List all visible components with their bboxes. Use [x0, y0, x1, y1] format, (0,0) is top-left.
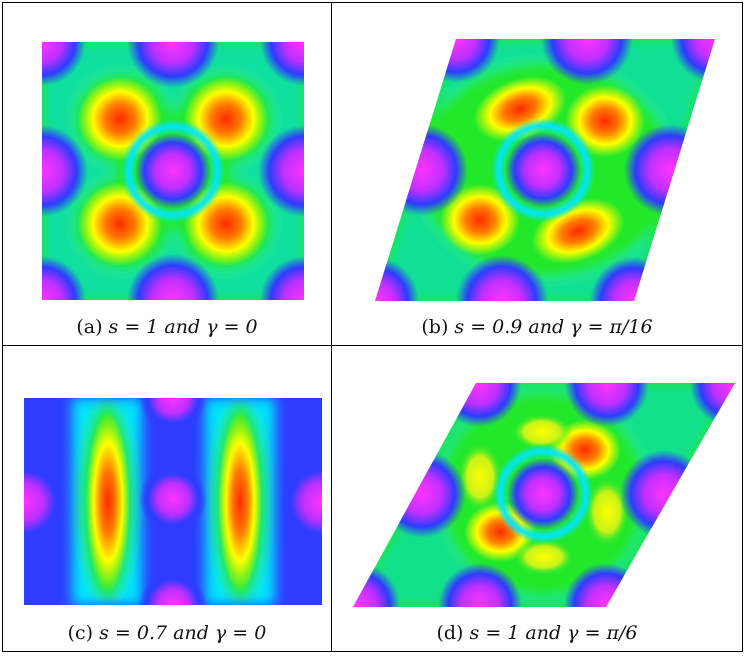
- heatmap-b: [375, 39, 715, 301]
- caption-a: (a) s = 1 and γ = 0: [2, 316, 332, 338]
- caption-c: (c) s = 0.7 and γ = 0: [2, 622, 332, 644]
- heatmap-a: [42, 42, 304, 300]
- caption-d-text: s = 1 and γ = π/6: [469, 622, 638, 644]
- caption-b: (b) s = 0.9 and γ = π/16: [331, 316, 743, 338]
- caption-c-text: s = 0.7 and γ = 0: [99, 622, 267, 644]
- caption-c-label: (c): [67, 622, 94, 644]
- panel-frame-d: [331, 345, 743, 652]
- heatmap-d: [353, 383, 735, 607]
- caption-a-text: s = 1 and γ = 0: [108, 316, 258, 338]
- caption-d-label: (d): [436, 622, 464, 644]
- caption-b-label: (b): [421, 316, 449, 338]
- caption-b-text: s = 0.9 and γ = π/16: [454, 316, 653, 338]
- heatmap-c: [24, 398, 322, 605]
- caption-a-label: (a): [76, 316, 103, 338]
- caption-d: (d) s = 1 and γ = π/6: [331, 622, 743, 644]
